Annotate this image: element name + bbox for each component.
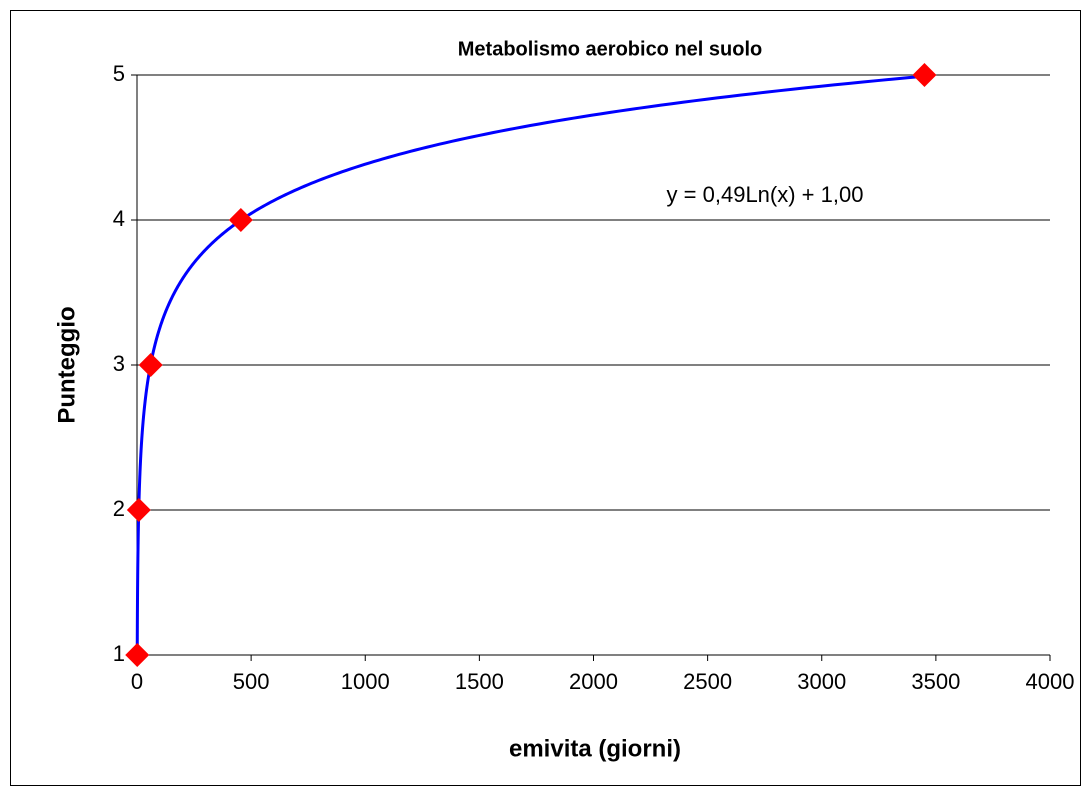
chart-title: Metabolismo aerobico nel suolo [458, 38, 763, 60]
y-tick-label: 2 [113, 496, 125, 521]
chart-border [10, 10, 1081, 786]
point [138, 353, 163, 377]
x-tick-label: 1500 [455, 669, 504, 694]
point [228, 208, 253, 232]
y-axis-label: Punteggio [53, 306, 80, 423]
trendline-equation: y = 0,49Ln(x) + 1,00 [667, 182, 864, 207]
y-tick-label: 3 [113, 351, 125, 376]
x-tick-label: 500 [233, 669, 270, 694]
point [126, 498, 151, 522]
x-tick-label: 4000 [1026, 669, 1075, 694]
x-tick-label: 1000 [341, 669, 390, 694]
x-tick-label: 0 [131, 669, 143, 694]
y-tick-label: 5 [113, 61, 125, 86]
x-tick-label: 3500 [911, 669, 960, 694]
point [912, 63, 937, 87]
x-axis-label: emivita (giorni) [509, 735, 681, 762]
x-tick-label: 2500 [683, 669, 732, 694]
y-tick-label: 4 [113, 206, 125, 231]
point [125, 643, 150, 667]
y-tick-label: 1 [113, 641, 125, 666]
x-tick-label: 3000 [797, 669, 846, 694]
x-tick-label: 2000 [569, 669, 618, 694]
